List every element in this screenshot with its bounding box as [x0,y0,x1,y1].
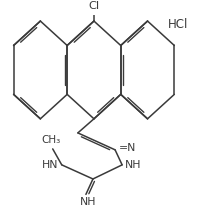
Text: Cl: Cl [88,1,100,11]
Text: =N: =N [119,143,136,153]
Text: HN: HN [42,160,59,170]
Text: CH₃: CH₃ [41,135,60,145]
Text: NH: NH [80,197,96,207]
Text: NH: NH [125,160,142,170]
Text: HCl: HCl [168,18,189,31]
